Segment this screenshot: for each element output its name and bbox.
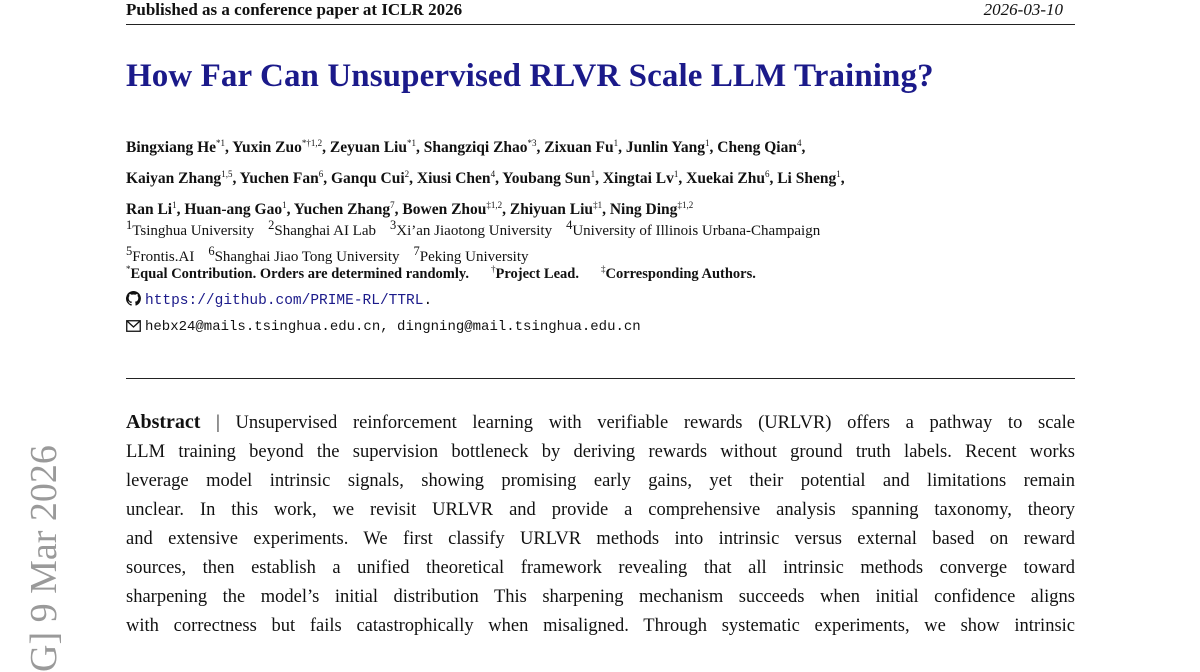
author-name: Junlin Yang	[625, 139, 706, 157]
affiliation: 5Frontis.AI	[126, 244, 195, 265]
author-line: Kaiyan Zhang1,5, Yuchen Fan6, Ganqu Cui2…	[126, 169, 845, 188]
affiliation: 3Xi’an Jiaotong University	[390, 218, 553, 239]
paper-title: How Far Can Unsupervised RLVR Scale LLM …	[126, 58, 934, 94]
author-name: Bowen Zhou	[402, 201, 487, 219]
author-name: Xiusi Chen	[416, 170, 491, 188]
author-affiliation-mark: 1	[282, 200, 287, 211]
affiliation-number: 6	[208, 244, 215, 258]
affiliation: 7Peking University	[413, 244, 529, 265]
author-affiliation-mark: 7	[390, 200, 395, 211]
author-affiliation-mark: ‡1,2	[486, 200, 503, 211]
github-suffix: .	[423, 293, 433, 309]
author-name: Li Sheng	[777, 170, 837, 188]
author-name: Yuchen Zhang	[293, 201, 391, 219]
email-row: hebx24@mails.tsinghua.edu.cn, dingning@m…	[126, 319, 641, 337]
contribution-notes: *Equal Contribution. Orders are determin…	[126, 264, 778, 283]
author-name: Yuchen Fan	[239, 170, 319, 188]
author-affiliation-mark: 2	[404, 169, 410, 180]
note-symbol: *	[126, 264, 131, 274]
author-name: Yuxin Zuo	[232, 139, 302, 157]
abstract-line: sharpening the model’s initial distribut…	[126, 587, 1075, 607]
abstract-line: with correctness but fails catastrophica…	[126, 616, 1075, 636]
envelope-icon	[126, 320, 142, 337]
author-name: Xuekai Zhu	[686, 170, 765, 188]
affiliation-line: 5Frontis.AI 6Shanghai Jiao Tong Universit…	[126, 241, 834, 267]
affiliation: 1Tsinghua University	[126, 218, 255, 239]
note: *Equal Contribution. Orders are determin…	[126, 264, 469, 282]
email-addresses: hebx24@mails.tsinghua.edu.cn, dingning@m…	[145, 319, 641, 335]
affiliation-number: 7	[413, 244, 420, 258]
affiliation-line: 1Tsinghua University 2Shanghai AI Lab 3Xi’…	[126, 215, 834, 241]
author-name: Xingtai Lv	[602, 170, 674, 188]
affiliation: 6Shanghai Jiao Tong University	[208, 244, 400, 265]
author-name: Zhiyuan Liu	[509, 201, 594, 219]
affiliation: 2Shanghai AI Lab	[268, 218, 377, 239]
author-affiliation-mark: 1	[836, 169, 841, 180]
author-affiliation-mark: 1	[705, 138, 710, 148]
note-symbol: †	[490, 264, 496, 274]
author-affiliation-mark: ‡1	[593, 200, 603, 211]
note: ‡Corresponding Authors.	[600, 264, 756, 282]
author-affiliation-mark: *†1,2	[301, 138, 323, 148]
author-affiliation-mark: 6	[318, 169, 324, 180]
author-line: Bingxiang He*1, Yuxin Zuo*†1,2, Zeyuan L…	[126, 138, 806, 157]
author-name: Huan-ang Gao	[184, 201, 283, 219]
author-affiliation-mark: 4	[796, 138, 802, 148]
abstract-line: Abstract | Unsupervised reinforcement le…	[126, 411, 1075, 433]
author-affiliation-mark: *3	[527, 138, 537, 148]
abstract-heading: Abstract	[126, 411, 201, 433]
github-url[interactable]: https://github.com/PRIME-RL/TTRL	[145, 293, 424, 309]
abstract-line: sources, then establish a unified theore…	[126, 558, 1075, 578]
note-symbol: ‡	[600, 264, 606, 274]
author-affiliation-mark: 6	[764, 169, 770, 180]
author-line: Ran Li1, Huan-ang Gao1, Yuchen Zhang7, B…	[126, 200, 694, 219]
author-name: Zeyuan Liu	[329, 139, 407, 157]
section-divider	[126, 378, 1075, 379]
author-name: Shangziqi Zhao	[423, 139, 528, 157]
affiliation-number: 1	[126, 218, 133, 232]
affiliation-number: 4	[566, 218, 573, 232]
affiliation-number: 3	[390, 218, 397, 232]
author-name: Ganqu Cui	[330, 170, 405, 188]
author-affiliation-mark: 1	[673, 169, 679, 180]
author-affiliation-mark: 1	[172, 200, 177, 211]
abstract-line: and extensive experiments. We first clas…	[126, 529, 1075, 549]
header-date: 2026-03-10	[983, 0, 1063, 19]
affiliation: 4University of Illinois Urbana-Champaign	[566, 218, 821, 239]
author-name: Bingxiang He	[126, 139, 217, 157]
author-affiliation-mark: 1	[613, 138, 619, 148]
author-name: Cheng Qian	[717, 139, 797, 157]
author-affiliation-mark: ‡1,2	[677, 200, 694, 211]
author-affiliation-mark: 4	[490, 169, 496, 180]
venue-label: Published as a conference paper at ICLR …	[126, 0, 463, 19]
note: †Project Lead.	[490, 264, 579, 282]
github-icon	[125, 291, 142, 311]
running-header: Published as a conference paper at ICLR …	[126, 0, 1075, 25]
author-affiliation-mark: *1	[216, 138, 226, 148]
affiliation-number: 2	[268, 218, 275, 232]
author-affiliation-mark: *1	[406, 138, 416, 148]
github-link-row[interactable]: https://github.com/PRIME-RL/TTRL.	[125, 291, 433, 311]
author-name: Youbang Sun	[502, 170, 591, 188]
author-affiliation-mark: 1,5	[221, 169, 233, 180]
arxiv-stamp: G] 9 Mar 2026	[23, 445, 65, 672]
author-list: Bingxiang He*1, Yuxin Zuo*†1,2, Zeyuan L…	[126, 130, 1086, 223]
affiliations: 1Tsinghua University 2Shanghai AI Lab 3Xi’…	[126, 215, 834, 267]
author-name: Kaiyan Zhang	[126, 170, 222, 188]
abstract-line: LLM training beyond the supervision bott…	[126, 442, 1075, 462]
author-affiliation-mark: 1	[590, 169, 596, 180]
affiliation-number: 5	[126, 244, 133, 258]
abstract-line: unclear. In this work, we revisit URLVR …	[126, 500, 1075, 520]
abstract-line: leverage model intrinsic signals, showin…	[126, 471, 1075, 491]
abstract: Abstract | Unsupervised reinforcement le…	[126, 408, 1075, 641]
author-name: Ran Li	[126, 201, 173, 219]
author-name: Ning Ding	[609, 201, 678, 219]
author-name: Zixuan Fu	[544, 139, 614, 157]
